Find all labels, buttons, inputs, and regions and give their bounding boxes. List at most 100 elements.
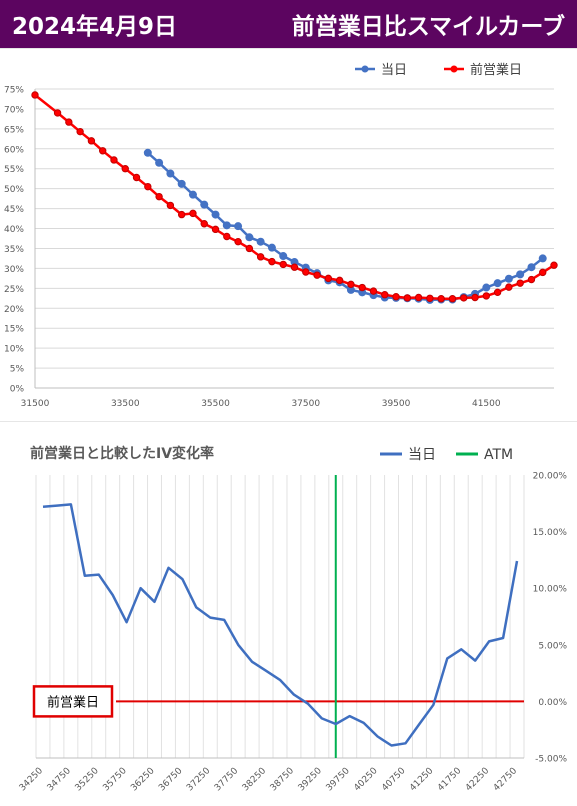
x-tick-label: 42750 [492, 766, 520, 794]
data-point [335, 276, 344, 285]
data-point [279, 252, 288, 261]
data-point [527, 275, 536, 284]
x-tick-label: 38750 [269, 766, 297, 794]
x-tick-label: 35250 [74, 766, 102, 794]
data-point [527, 263, 536, 272]
x-tick-label: 40750 [380, 766, 408, 794]
y-tick-label: 40% [4, 225, 24, 235]
data-point [200, 200, 209, 209]
y-tick-label: 60% [4, 145, 24, 155]
legend-label: 前営業日 [470, 62, 522, 78]
data-point [53, 109, 62, 117]
data-point [31, 91, 39, 99]
data-point [460, 294, 468, 302]
y-tick-label: 0.00% [538, 698, 567, 708]
data-point [211, 225, 220, 234]
data-point [346, 285, 355, 294]
data-point [493, 279, 502, 288]
data-point [538, 254, 547, 263]
y-tick-label: 10% [4, 345, 24, 355]
data-point [302, 268, 310, 276]
y-tick-label: 5.00% [538, 641, 567, 651]
data-point [256, 253, 265, 261]
data-point [65, 118, 73, 126]
data-point [448, 294, 457, 303]
y-tick-label: 25% [4, 285, 24, 295]
x-tick-label: 36750 [157, 766, 185, 794]
legend-marker [450, 65, 458, 73]
chart2-title: 前営業日と比較したIV変化率 [30, 445, 214, 462]
iv-change-chart-panel: 20.00% 15.00% 10.00% 5.00% 0.00% -5.00% 34250 3… [0, 426, 577, 802]
data-point [245, 233, 254, 242]
y-tick-label: 0% [10, 385, 25, 395]
date-title: 2024年4月9日 [12, 14, 178, 40]
y-tick-label: 15% [4, 325, 24, 335]
x-tick-label: 34750 [46, 766, 74, 794]
data-point [166, 169, 175, 178]
data-point [493, 288, 502, 297]
data-point [437, 294, 445, 303]
data-point [290, 263, 299, 271]
x-tick-label: 42250 [464, 766, 492, 794]
y-tick-label: 20.00% [533, 472, 568, 482]
data-point [256, 237, 265, 246]
data-point [177, 179, 186, 188]
data-point [471, 293, 479, 302]
x-tick-label: 41750 [436, 766, 464, 794]
y-tick-label: 20% [4, 305, 24, 315]
x-tick-label: 41500 [472, 399, 501, 409]
x-tick-label: 38250 [241, 766, 269, 794]
data-point [76, 127, 84, 136]
data-point [313, 271, 321, 279]
x-tick-label: 41250 [408, 766, 436, 794]
data-point [121, 165, 129, 173]
y-tick-label: 30% [4, 265, 24, 275]
x-tick-label: 35750 [101, 766, 129, 794]
y-tick-label: 35% [4, 245, 24, 255]
data-point [392, 293, 400, 301]
y-tick-label: 50% [4, 185, 24, 195]
data-point [482, 292, 491, 300]
data-point [290, 258, 299, 267]
data-point [403, 294, 412, 302]
data-point [381, 291, 389, 299]
y-tick-label: 45% [4, 205, 24, 215]
data-point [358, 283, 366, 292]
data-point [155, 158, 164, 167]
data-point [369, 287, 378, 295]
x-tick-label: 39250 [297, 766, 325, 794]
x-tick-label: 39500 [382, 399, 411, 409]
data-point [426, 294, 434, 303]
y-tick-label: 15.00% [533, 528, 568, 538]
data-point [516, 279, 524, 287]
data-point [223, 232, 231, 241]
smile-curve-chart-panel: 0% 5% 10% 15% 20% 25% 30% 35% 40% 45% 50% 55% 60% 65%… [0, 48, 577, 422]
data-point [414, 293, 423, 302]
prev-day-label: 前営業日 [47, 694, 99, 710]
data-point [482, 283, 491, 292]
data-point [177, 210, 186, 219]
smile-curve-chart: 0% 5% 10% 15% 20% 25% 30% 35% 40% 45% 50% 55% 60% 65%… [4, 62, 558, 409]
y-tick-label: 65% [4, 125, 24, 135]
x-tick-label: 31500 [21, 399, 50, 409]
y-tick-label: 55% [4, 165, 24, 175]
x-tick-label: 36250 [129, 766, 157, 794]
data-point [87, 137, 96, 145]
x-tick-label: 40250 [352, 766, 380, 794]
data-point [504, 274, 513, 283]
header-bar: 2024年4月9日 前営業日比スマイルカーブ [0, 0, 577, 48]
data-point [267, 243, 276, 252]
x-tick-label: 39750 [325, 766, 353, 794]
y-tick-label: 5% [10, 365, 25, 375]
data-point [110, 156, 118, 164]
prev-day-label-box [32, 685, 114, 718]
data-point [143, 148, 152, 157]
data-point [211, 210, 220, 219]
data-point [234, 237, 242, 246]
data-point [279, 260, 287, 269]
data-point [222, 221, 231, 230]
legend-marker [361, 65, 369, 73]
legend-label: ATM [484, 447, 513, 463]
data-point [98, 147, 107, 155]
series-line [42, 503, 519, 747]
